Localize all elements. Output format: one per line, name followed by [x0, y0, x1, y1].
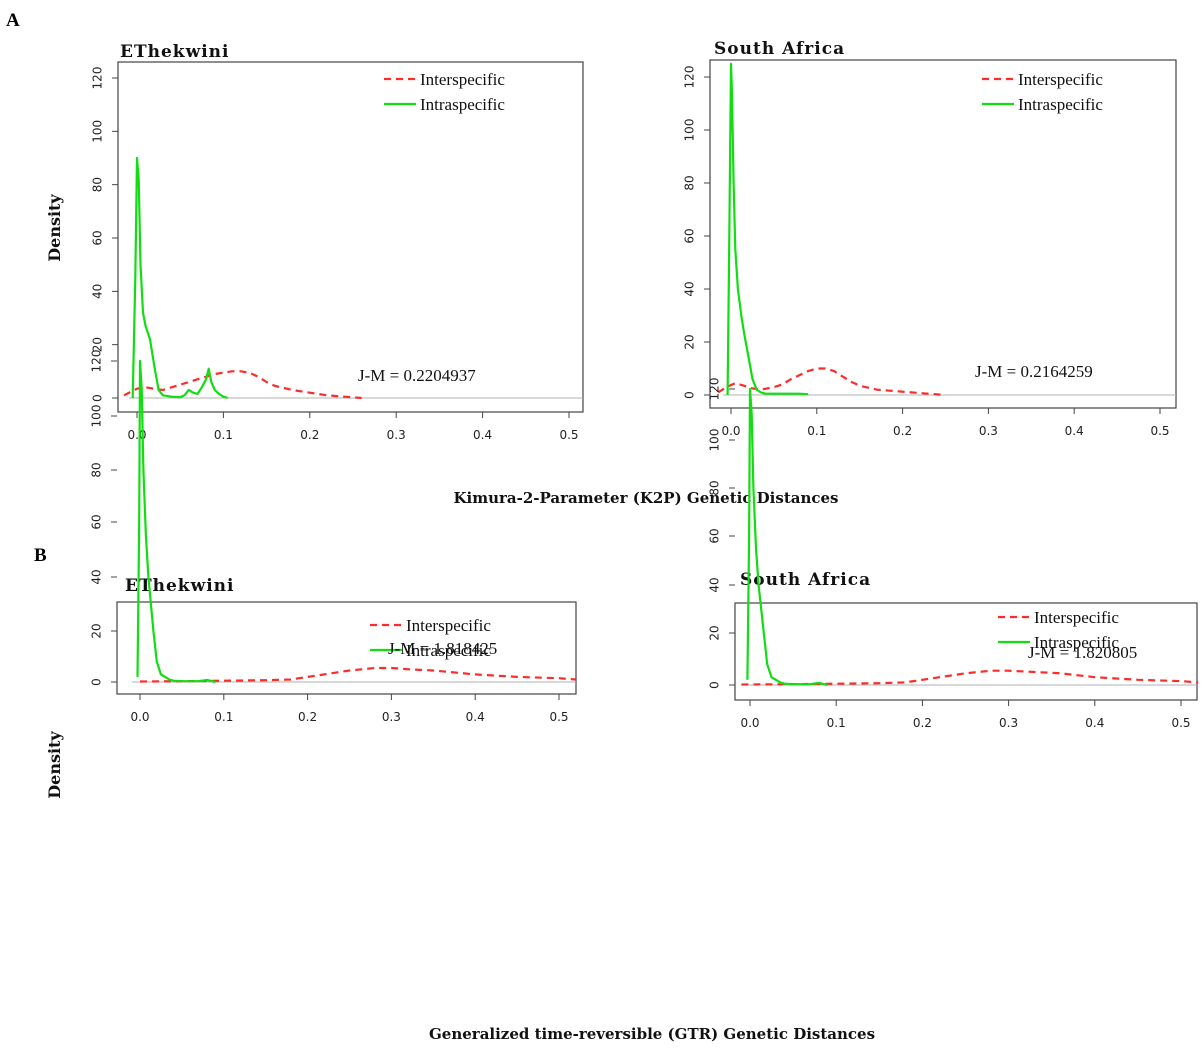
chart-ethekwini-gtr: EThekwini Density 0 20 40 60 80 100 120 0.0 0.1 0.2… [45, 350, 577, 799]
x-tick-label: 0.1 [214, 428, 233, 442]
series-line-interspecific [123, 370, 362, 400]
y-axis-title: Density [45, 731, 64, 799]
plot-frame [709, 59, 1177, 409]
jm-annotation: J-M = 1.818425 [388, 639, 497, 658]
y-tick-label: 40 [708, 577, 722, 592]
y-tick-label: 120 [91, 67, 105, 90]
y-tick-label: 80 [683, 175, 697, 190]
legend-label-interspecific: Interspecific [1018, 70, 1103, 89]
y-tick-label: 0 [91, 394, 105, 402]
y-tick-label: 0 [708, 681, 722, 689]
x-tick-label: 0.2 [913, 716, 932, 730]
x-tick-label: 0.5 [549, 710, 568, 724]
series-line-interspecific [717, 367, 946, 397]
x-axis-title-k2p: Kimura-2-Parameter (K2P) Genetic Distanc… [453, 489, 838, 507]
y-tick-label: 80 [90, 462, 104, 477]
y-tick-label: 80 [708, 480, 722, 495]
x-tick-label: 0.2 [300, 428, 319, 442]
x-tick-label: 0.0 [721, 424, 740, 438]
y-tick-label: 80 [91, 177, 105, 192]
legend-label-interspecific: Interspecific [420, 70, 505, 89]
legend-label-intraspecific: Intraspecific [1018, 95, 1103, 114]
y-tick-label: 40 [90, 569, 104, 584]
x-tick-label: 0.1 [807, 424, 826, 438]
series-line-intraspecific [131, 156, 229, 400]
chart-title: EThekwini [125, 576, 234, 596]
plot-frame [116, 601, 577, 695]
y-tick-label: 40 [91, 284, 105, 299]
y-tick-label: 100 [683, 119, 697, 142]
series-line-interspecific [741, 669, 1199, 686]
plot-frame [734, 602, 1198, 701]
jm-annotation: J-M = 0.2204937 [358, 366, 476, 385]
y-tick-label: 60 [91, 230, 105, 245]
y-tick-label: 60 [708, 528, 722, 543]
y-tick-label: 120 [708, 378, 722, 401]
x-tick-label: 0.3 [382, 710, 401, 724]
x-tick-label: 0.2 [893, 424, 912, 438]
x-tick-label: 0.2 [298, 710, 317, 724]
y-tick-label: 100 [708, 429, 722, 452]
x-tick-label: 0.3 [979, 424, 998, 438]
legend-label-intraspecific: Intraspecific [406, 641, 491, 660]
x-tick-label: 0.5 [1150, 424, 1169, 438]
x-tick-label: 0.5 [559, 428, 578, 442]
chart-title: South Africa [740, 570, 871, 590]
legend-label-interspecific: Interspecific [1034, 608, 1119, 627]
jm-annotation: J-M = 1.820805 [1028, 643, 1137, 662]
legend-label-intraspecific: Intraspecific [1034, 633, 1119, 652]
x-tick-label: 0.4 [473, 428, 492, 442]
x-axis-title-gtr: Generalized time-reversible (GTR) Geneti… [429, 1025, 875, 1043]
y-tick-label: 0 [90, 678, 104, 686]
panel-label-b: B [34, 545, 47, 566]
y-tick-label: 20 [708, 625, 722, 640]
legend-label-interspecific: Interspecific [406, 616, 491, 635]
y-axis-title: Density [45, 194, 64, 262]
x-tick-label: 0.4 [1085, 716, 1104, 730]
y-tick-label: 120 [90, 350, 104, 373]
chart-south-africa-gtr: South Africa 0 20 40 60 80 100 120 0.0 0.1 0.2 0.3 0… [708, 378, 1199, 730]
x-tick-label: 0.3 [387, 428, 406, 442]
y-tick-label: 60 [90, 514, 104, 529]
x-tick-label: 0.1 [214, 710, 233, 724]
y-tick-label: 60 [683, 228, 697, 243]
chart-title: EThekwini [120, 42, 229, 62]
chart-south-africa-k2p: South Africa 0 20 40 60 80 100 120 0.0 0.1 0.2 0.3 0… [683, 39, 1177, 438]
x-tick-label: 0.4 [1065, 424, 1084, 438]
series-line-intraspecific [136, 359, 216, 684]
y-tick-label: 20 [91, 337, 105, 352]
x-tick-label: 0.1 [827, 716, 846, 730]
x-tick-label: 0.3 [999, 716, 1018, 730]
series-line-intraspecific [726, 62, 809, 396]
x-tick-label: 0.5 [1171, 716, 1190, 730]
legend-label-intraspecific: Intraspecific [420, 95, 505, 114]
y-tick-label: 40 [683, 281, 697, 296]
x-tick-label: 0.4 [466, 710, 485, 724]
y-tick-label: 20 [90, 623, 104, 638]
y-tick-label: 0 [683, 391, 697, 399]
jm-annotation: J-M = 0.2164259 [975, 362, 1093, 381]
y-tick-label: 120 [683, 66, 697, 89]
series-line-interspecific [139, 666, 576, 683]
panel-label-a: A [6, 10, 20, 31]
y-tick-label: 100 [91, 120, 105, 143]
x-tick-label: 0.0 [740, 716, 759, 730]
x-tick-label: 0.0 [130, 710, 149, 724]
chart-title: South Africa [714, 39, 845, 59]
y-tick-label: 100 [90, 405, 104, 428]
plot-frame [117, 61, 584, 413]
y-tick-label: 20 [683, 334, 697, 349]
series-line-intraspecific [746, 387, 828, 687]
